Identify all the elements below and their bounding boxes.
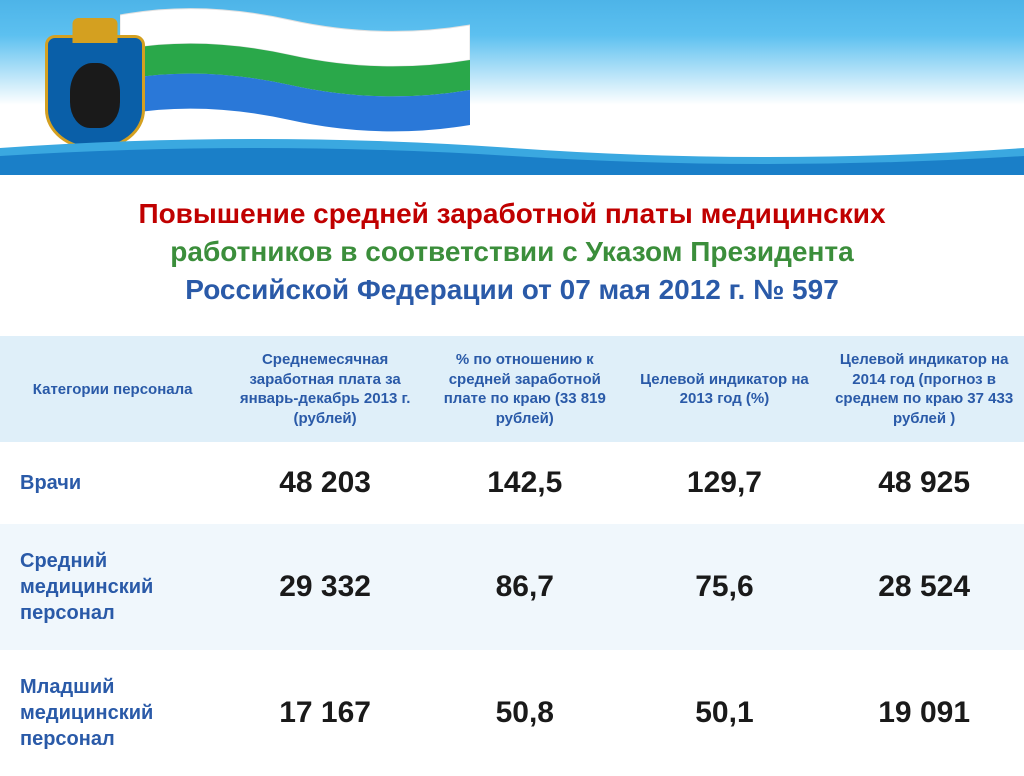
title-line-1: Повышение средней заработной платы медиц…	[138, 198, 885, 229]
wave-decoration	[0, 130, 1024, 175]
value-cell: 48 203	[225, 442, 425, 524]
title-line-2: работников в соответствии с Указом Прези…	[170, 236, 853, 267]
value-cell: 50,1	[625, 650, 825, 776]
header-category: Категории персонала	[0, 336, 225, 442]
header-banner	[0, 0, 1024, 175]
title-line-3: Российской Федерации от 07 мая 2012 г. №…	[185, 274, 839, 305]
category-cell: Средний медицинский персонал	[0, 524, 225, 650]
value-cell: 86,7	[425, 524, 625, 650]
value-cell: 28 524	[824, 524, 1024, 650]
header-target-2014: Целевой индикатор на 2014 год (прогноз в…	[824, 336, 1024, 442]
salary-table-container: Категории персонала Среднемесячная зараб…	[0, 336, 1024, 776]
header-target-2013: Целевой индикатор на 2013 год (%)	[625, 336, 825, 442]
value-cell: 17 167	[225, 650, 425, 776]
flag-graphic	[120, 5, 470, 135]
table-row: Младший медицинский персонал17 16750,850…	[0, 650, 1024, 776]
salary-table: Категории персонала Среднемесячная зараб…	[0, 336, 1024, 776]
value-cell: 142,5	[425, 442, 625, 524]
table-row: Средний медицинский персонал29 33286,775…	[0, 524, 1024, 650]
value-cell: 48 925	[824, 442, 1024, 524]
category-cell: Младший медицинский персонал	[0, 650, 225, 776]
header-monthly-salary: Среднемесячная заработная плата за январ…	[225, 336, 425, 442]
category-cell: Врачи	[0, 442, 225, 524]
table-header-row: Категории персонала Среднемесячная зараб…	[0, 336, 1024, 442]
value-cell: 50,8	[425, 650, 625, 776]
value-cell: 29 332	[225, 524, 425, 650]
value-cell: 75,6	[625, 524, 825, 650]
value-cell: 19 091	[824, 650, 1024, 776]
value-cell: 129,7	[625, 442, 825, 524]
header-percent-region: % по отношению к средней заработной плат…	[425, 336, 625, 442]
slide-title: Повышение средней заработной платы медиц…	[0, 175, 1024, 336]
table-row: Врачи48 203142,5129,748 925	[0, 442, 1024, 524]
